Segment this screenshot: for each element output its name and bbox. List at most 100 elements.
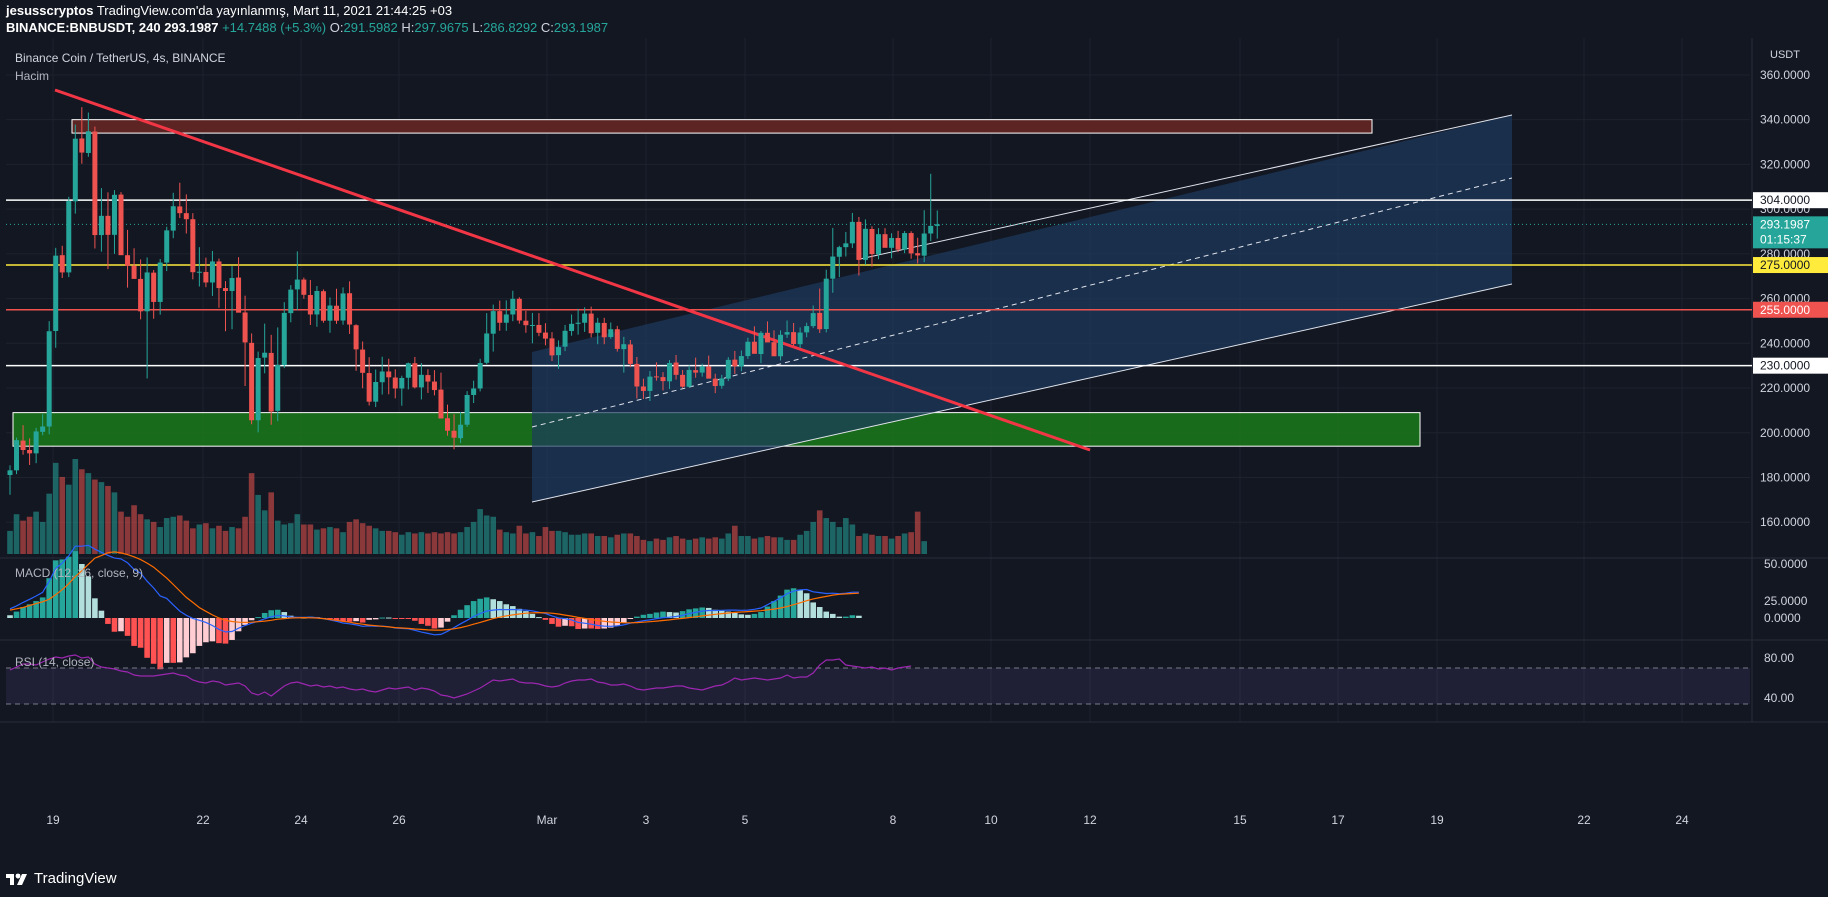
low-label: L:: [472, 20, 484, 35]
macd-histogram-bar: [33, 601, 39, 618]
macd-histogram-bar: [758, 612, 764, 618]
macd-histogram-bar: [52, 560, 59, 618]
candle-body: [529, 324, 535, 326]
volume-bar: [346, 521, 353, 554]
candle-body: [327, 305, 333, 321]
macd-histogram-bar: [594, 618, 601, 629]
macd-histogram-bar: [575, 618, 581, 629]
volume-bar: [529, 532, 536, 554]
macd-histogram-bar: [640, 614, 647, 618]
candle-body: [59, 255, 65, 273]
rsi-title: RSI (14, close): [15, 655, 94, 669]
macd-histogram-bar: [399, 618, 405, 619]
macd-histogram-bar: [98, 610, 105, 618]
macd-histogram-bar: [705, 607, 712, 618]
descending-trendline: [54, 88, 1091, 452]
macd-histogram-bar: [222, 618, 229, 644]
volume-bar: [849, 524, 856, 554]
volume-bar: [895, 536, 901, 554]
candle-body: [249, 342, 255, 421]
time-scale: 19 22 24 26 Mar 3 5 8 10 12 15 17 19 22 24: [46, 813, 1689, 827]
time-tick-label: 19: [46, 813, 60, 827]
macd-histogram-bar: [438, 618, 444, 628]
volume-bar: [307, 524, 314, 554]
macd-histogram-bar: [634, 616, 640, 618]
rsi-pane: [6, 654, 1750, 705]
volume-bar: [869, 534, 875, 554]
macd-title: MACD (12, 26, close, 9): [15, 566, 143, 580]
volume-bar: [875, 536, 882, 554]
macd-histogram-bar: [653, 612, 660, 618]
tradingview-logo-icon: [6, 873, 27, 885]
candle-body: [764, 332, 770, 343]
candle-body: [445, 418, 451, 431]
macd-histogram-bar: [190, 618, 196, 654]
macd-histogram-bar: [385, 617, 392, 619]
author-name[interactable]: jesusscryptos: [6, 3, 94, 18]
macd-histogram-bar: [137, 618, 144, 648]
candle-body: [392, 377, 398, 389]
candle-body: [667, 362, 673, 382]
macd-histogram-bar: [281, 612, 288, 618]
macd-histogram-bar: [464, 605, 470, 618]
macd-histogram-bar: [248, 618, 255, 621]
tradingview-logo[interactable]: TradingView: [6, 870, 117, 887]
signal-line: [9, 551, 859, 631]
candle-body: [196, 271, 202, 273]
macd-histogram-bar: [340, 618, 346, 622]
macd-histogram-bar: [274, 609, 281, 618]
candle-body: [862, 228, 868, 260]
candle-body: [856, 221, 862, 260]
rsi-tick-label: 80.00: [1764, 651, 1794, 665]
volume-bar: [118, 511, 124, 554]
candle-body: [72, 138, 78, 202]
volume-bar: [209, 528, 216, 554]
candle-body: [105, 215, 111, 235]
candle-body: [464, 394, 470, 425]
candle-body: [634, 363, 640, 387]
candle-body: [307, 295, 313, 315]
drawing-overlays: [6, 88, 1752, 503]
time-tick-label: 19: [1430, 813, 1444, 827]
macd-histogram-bar: [105, 618, 111, 624]
low-value: 286.8292: [483, 20, 538, 35]
candle-body: [164, 230, 170, 263]
volume-bar: [862, 533, 869, 554]
candle-body: [255, 358, 261, 421]
volume-bar: [621, 533, 627, 554]
macd-histogram-bar: [7, 615, 13, 618]
volume-bar: [20, 520, 26, 554]
macd-histogram-bar: [856, 615, 862, 618]
candle-body: [425, 375, 431, 382]
candle-body: [157, 262, 163, 302]
candle-body: [784, 332, 790, 335]
price-tick-label: 180.0000: [1760, 470, 1810, 484]
candle-body: [79, 138, 85, 153]
macd-histogram-bar: [621, 618, 627, 623]
volume-bar: [614, 534, 621, 554]
candle-body: [209, 261, 215, 283]
candle-body: [875, 234, 881, 255]
volume-bar: [836, 527, 843, 554]
volume-bar: [647, 541, 653, 554]
macd-histogram-bar: [327, 618, 333, 619]
macd-histogram-bar: [366, 618, 372, 620]
time-tick-label: 10: [984, 813, 998, 827]
chart-canvas[interactable]: USDT360.0000340.0000320.0000300.0000280.…: [0, 38, 1828, 862]
macd-histogram-bar: [797, 589, 803, 618]
candle-body: [14, 440, 20, 471]
candle-body: [921, 233, 927, 256]
candle-body: [797, 332, 803, 345]
candle-body: [536, 324, 542, 333]
candle-body: [673, 362, 679, 375]
candle-body: [281, 312, 287, 366]
macd-histogram-bar: [163, 618, 170, 663]
candle-body: [497, 311, 503, 323]
macd-histogram-bar: [601, 618, 608, 629]
volume-bar: [823, 518, 830, 554]
candle-body: [268, 352, 274, 412]
candle-body: [353, 325, 359, 350]
last-price: 293.1987: [164, 20, 219, 35]
candle-body: [647, 376, 653, 391]
price-tick-label: 320.0000: [1760, 157, 1810, 171]
